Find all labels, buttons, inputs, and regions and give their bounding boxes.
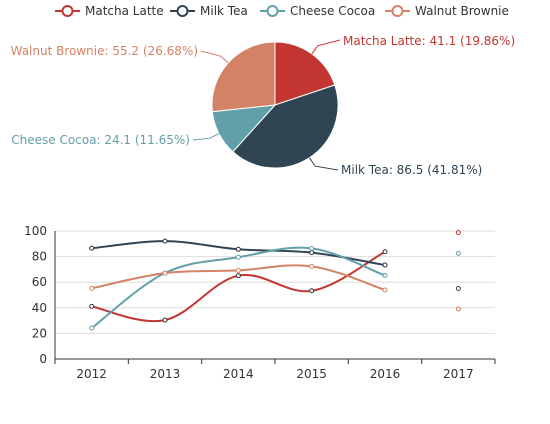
pie-slice-label: Cheese Cocoa: 24.1 (11.65%): [11, 133, 190, 147]
pie-slice-walnut-brownie: [211, 41, 276, 113]
data-point: [235, 267, 241, 273]
data-point: [162, 238, 168, 244]
data-point: [382, 249, 388, 255]
data-point: [309, 245, 315, 251]
data-point: [455, 250, 461, 256]
data-point: [89, 285, 95, 291]
line-chart: 0 20 40 60 80 100 2012 2013 2014 2015 2016 2017: [24, 224, 496, 381]
series-matcha-latte: [89, 230, 461, 323]
x-tick-label: 2012: [76, 367, 107, 381]
data-point: [455, 285, 461, 291]
series-cheese-cocoa: [89, 245, 461, 331]
data-point: [309, 288, 315, 294]
data-point: [455, 306, 461, 312]
y-tick-label: 60: [32, 275, 47, 289]
legend-label: Matcha Latte: [85, 4, 164, 18]
legend: Matcha Latte Milk Tea Cheese Cocoa Walnut B…: [55, 4, 509, 18]
data-point: [309, 263, 315, 269]
series-milk-tea: [89, 238, 461, 291]
data-point: [309, 250, 315, 256]
x-tick-label: 2013: [150, 367, 181, 381]
series-line: [91, 250, 386, 323]
pie-slice-label: Walnut Brownie: 55.2 (26.68%): [11, 44, 198, 58]
data-point: [89, 303, 95, 309]
data-point: [89, 325, 95, 331]
x-tick-label: 2016: [370, 367, 401, 381]
y-tick-label: 0: [39, 352, 47, 366]
x-tick-label: 2015: [296, 367, 327, 381]
legend-marker-icon: [61, 5, 74, 17]
data-point: [162, 270, 168, 276]
x-tick-label: 2014: [223, 367, 254, 381]
data-point: [235, 273, 241, 279]
pie-slice-label: Milk Tea: 86.5 (41.81%): [341, 163, 482, 177]
pie-label-line: [309, 157, 339, 171]
legend-item-matcha-latte[interactable]: Matcha Latte: [55, 4, 164, 18]
series-line: [91, 240, 386, 267]
data-point: [382, 262, 388, 268]
legend-item-cheese-cocoa[interactable]: Cheese Cocoa: [260, 4, 375, 18]
y-tick-label: 20: [32, 326, 47, 340]
pie-chart: Matcha Latte: 41.1 (19.86%) Milk Tea: 86.…: [11, 34, 516, 177]
x-tick-label: 2017: [443, 367, 474, 381]
legend-label: Walnut Brownie: [415, 4, 509, 18]
legend-label: Cheese Cocoa: [290, 4, 375, 18]
legend-marker-icon: [266, 5, 279, 17]
y-tick-label: 100: [24, 224, 47, 238]
data-point: [455, 230, 461, 236]
data-point: [162, 317, 168, 323]
legend-item-walnut-brownie[interactable]: Walnut Brownie: [385, 4, 509, 18]
legend-item-milk-tea[interactable]: Milk Tea: [170, 4, 248, 18]
y-tick-label: 40: [32, 301, 47, 315]
pie-label-line: [200, 50, 229, 64]
data-point: [235, 254, 241, 260]
legend-label: Milk Tea: [200, 4, 248, 18]
legend-marker-icon: [391, 5, 404, 17]
data-point: [382, 273, 388, 279]
data-point: [382, 287, 388, 293]
pie-slice-label: Matcha Latte: 41.1 (19.86%): [343, 34, 515, 48]
series-walnut-brownie: [89, 263, 461, 312]
legend-marker-icon: [176, 5, 189, 17]
pie-label-line: [192, 133, 220, 141]
data-point: [89, 245, 95, 251]
pie-label-line: [311, 39, 341, 55]
data-point: [235, 246, 241, 252]
y-tick-label: 80: [32, 250, 47, 264]
